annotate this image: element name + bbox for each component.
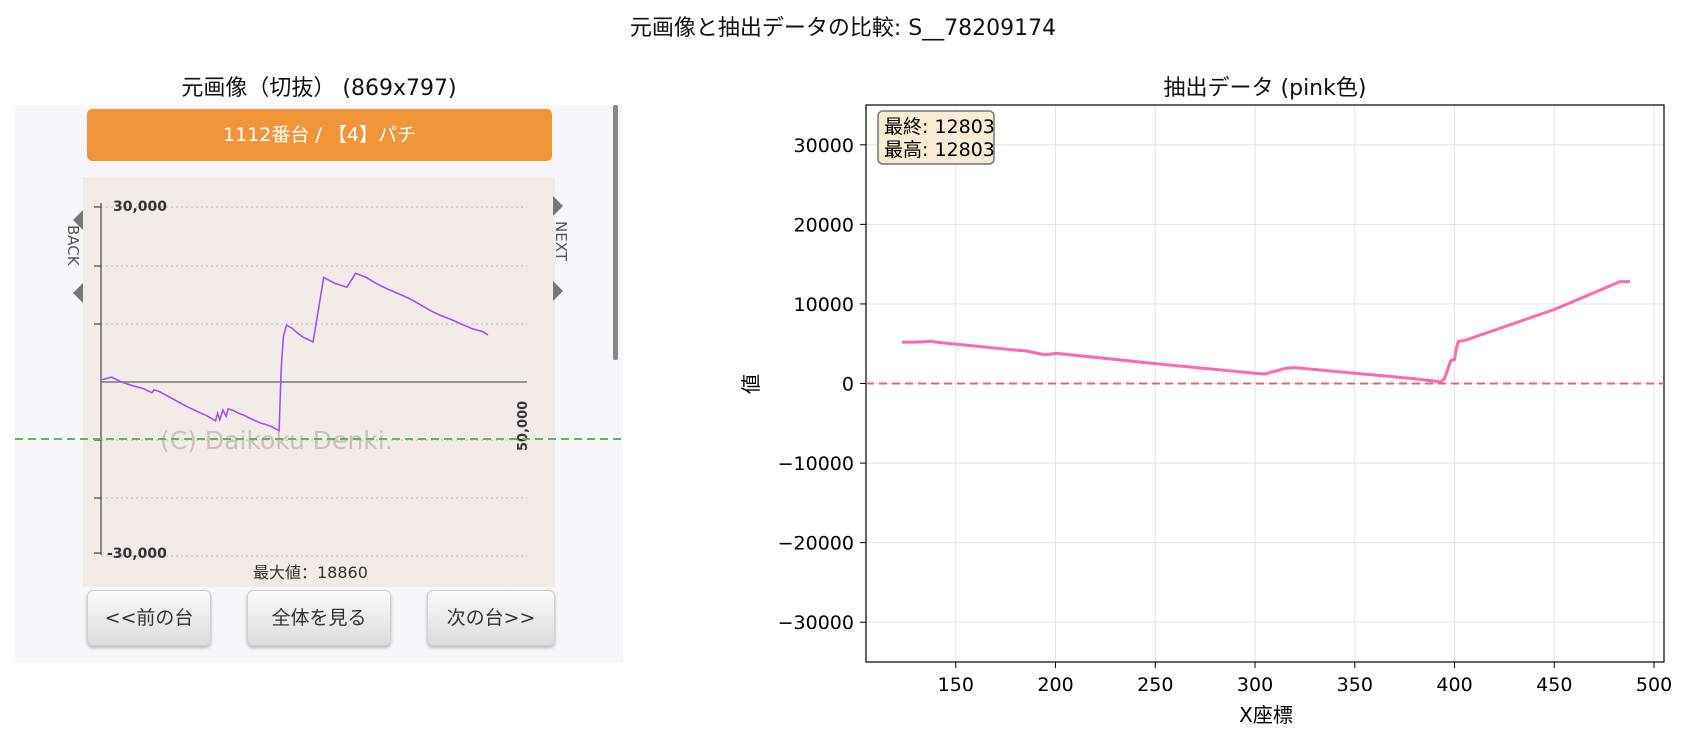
x-tick-label: 500 [1636, 674, 1672, 696]
back-arrow-down-icon[interactable] [73, 283, 83, 303]
y-tick-label: 0 [842, 374, 854, 396]
y-tick-label: 10000 [794, 294, 854, 316]
x-tick-label: 250 [1137, 674, 1173, 696]
y-tick-label: −10000 [778, 453, 854, 475]
next-arrow-up-icon[interactable] [553, 196, 563, 216]
y-top-label: 30,000 [113, 199, 167, 215]
back-label[interactable]: BACK [64, 225, 82, 267]
figure-suptitle: 元画像と抽出データの比較: S__78209174 [629, 16, 1057, 41]
x-tick-label: 450 [1536, 674, 1572, 696]
info-box [877, 110, 995, 165]
scrollbar[interactable] [613, 105, 618, 360]
x-tick-label: 350 [1337, 674, 1373, 696]
y-axis-label: 値 [739, 374, 763, 394]
original-graph-svg: 30,000 -30,000 50,000 (C) Daikoku Denki.… [15, 196, 623, 582]
next-machine-button[interactable]: 次の台>> [427, 590, 555, 646]
prev-machine-button[interactable]: <<前の台 [87, 590, 211, 646]
watermark: (C) Daikoku Denki. [160, 426, 393, 455]
view-all-button[interactable]: 全体を見る [247, 590, 391, 646]
machine-header-bar: 1112番台 / 【4】パチ [87, 109, 552, 161]
back-arrow-up-icon[interactable] [73, 210, 83, 230]
original-series-line [100, 272, 489, 433]
y-tick-label: 20000 [794, 214, 854, 236]
plot-frame [865, 104, 1665, 663]
max-value-label: 最大値：18860 [253, 563, 368, 582]
original-image-crop: 1112番台 / 【4】パチ 30,000 -30,000 50,000 (C)… [15, 105, 623, 662]
next-arrow-down-icon[interactable] [553, 281, 563, 301]
y-tick-label: −30000 [778, 612, 854, 634]
extracted-series-line [901, 280, 1631, 384]
x-axis-label: X座標 [1239, 703, 1293, 727]
y-tick-label: 30000 [794, 135, 854, 157]
left-panel-title: 元画像（切抜） (869x797) [181, 76, 457, 101]
x-tick-label: 300 [1237, 674, 1273, 696]
y-bottom-label: -30,000 [107, 546, 167, 562]
next-label[interactable]: NEXT [552, 221, 570, 262]
y-tick-label: −20000 [778, 533, 854, 555]
x-tick-label: 200 [1037, 674, 1073, 696]
right-panel-title: 抽出データ (pink色) [1163, 76, 1367, 101]
info-max: 最高: 12803 [884, 139, 995, 161]
info-final: 最終: 12803 [884, 116, 995, 138]
x-tick-label: 150 [938, 674, 974, 696]
x-right-label: 50,000 [516, 401, 531, 451]
x-tick-label: 400 [1436, 674, 1472, 696]
